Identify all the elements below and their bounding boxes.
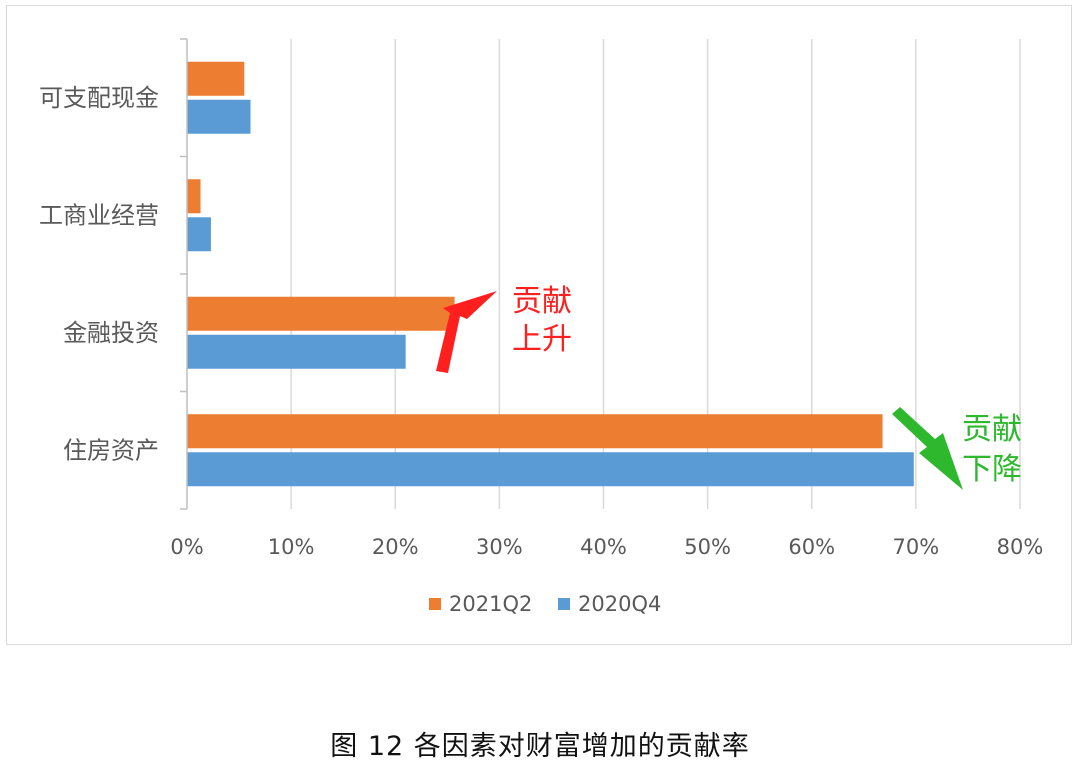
bar-2021Q2-1 — [187, 179, 201, 214]
x-tick-labels: 0% 10% 20% 30% 40% 50% 60% 70% 80% — [170, 535, 1043, 559]
bars — [187, 61, 914, 487]
annotation-up-line1: 贡献 — [512, 284, 572, 319]
category-label: 工商业经营 — [39, 201, 159, 229]
bar-2021Q2-3 — [187, 414, 883, 449]
legend-label: 2020Q4 — [578, 592, 661, 616]
annotation-down-line1: 贡献 — [962, 412, 1022, 447]
x-tick-label: 20% — [372, 535, 419, 559]
x-tick-label: 10% — [268, 535, 315, 559]
category-label: 住房资产 — [63, 436, 159, 464]
category-label: 可支配现金 — [39, 84, 159, 112]
annotation-down-line2: 下降 — [962, 452, 1022, 487]
category-axis — [180, 38, 188, 510]
bar-2021Q2-2 — [187, 296, 455, 331]
legend-swatch — [558, 598, 570, 610]
grid-lines — [290, 39, 1021, 509]
category-label: 金融投资 — [63, 319, 159, 347]
x-tick-label: 40% — [580, 535, 627, 559]
x-tick-label: 30% — [476, 535, 523, 559]
bar-2020Q4-0 — [187, 99, 251, 134]
bar-2020Q4-1 — [187, 217, 211, 252]
arrow-up-icon — [436, 291, 497, 373]
bar-2020Q4-3 — [187, 452, 914, 487]
bar-2020Q4-2 — [187, 334, 406, 369]
figure-caption: 图 12 各因素对财富增加的贡献率 — [330, 731, 750, 762]
x-tick-label: 0% — [170, 535, 203, 559]
annotation-up-line2: 上升 — [512, 322, 572, 357]
annotation-down: 贡献 下降 — [892, 407, 1022, 490]
chart-frame: 可支配现金工商业经营金融投资住房资产 0% 10% 20% 30% 40% 50% 60% 7… — [6, 5, 1072, 645]
legend-label: 2021Q2 — [449, 592, 532, 616]
x-tick-label: 50% — [684, 535, 731, 559]
x-tick-label: 60% — [788, 535, 835, 559]
legend-swatch — [429, 598, 441, 610]
x-tick-label: 80% — [997, 535, 1044, 559]
bar-2021Q2-0 — [187, 61, 245, 96]
legend: 2021Q2 2020Q4 — [429, 592, 661, 616]
arrow-down-icon — [892, 407, 963, 490]
annotation-up: 贡献 上升 — [436, 284, 572, 373]
x-tick-label: 70% — [893, 535, 940, 559]
